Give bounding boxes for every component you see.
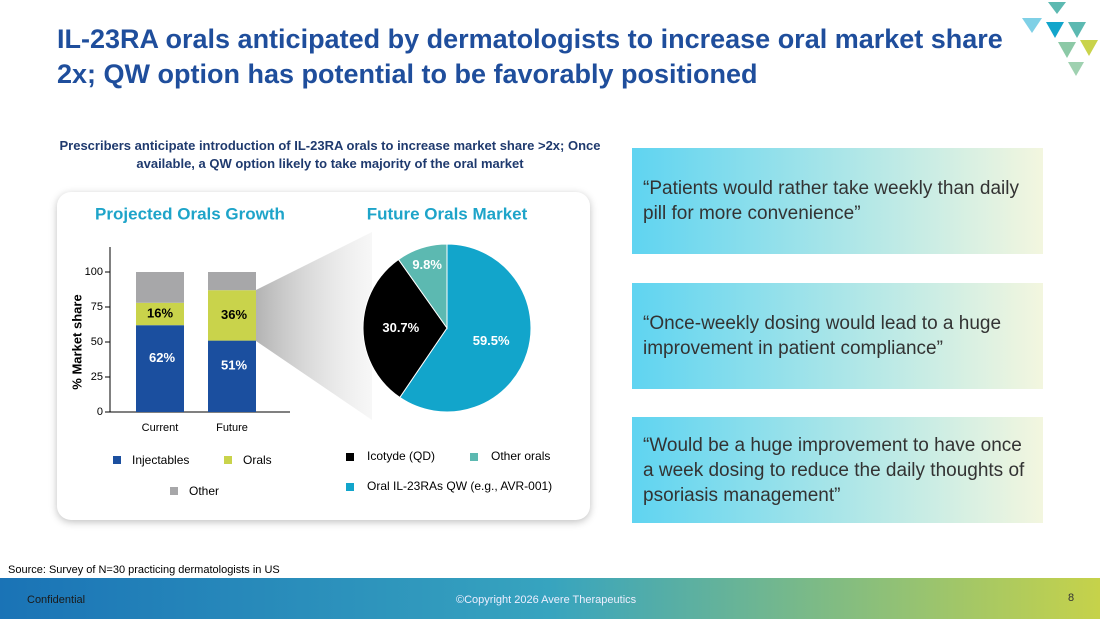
legend-label: Other orals <box>491 449 550 463</box>
bar-segment <box>208 272 256 291</box>
data-label: 30.7% <box>382 320 419 335</box>
bar-segment <box>136 272 184 303</box>
x-tick-label: Future <box>216 422 248 434</box>
data-label: 36% <box>221 307 247 322</box>
x-tick-label: Current <box>142 422 179 434</box>
y-axis-label: % Market share <box>69 294 84 389</box>
data-label: 51% <box>221 358 247 373</box>
y-tick-label: 25 <box>91 371 103 383</box>
quote: “Would be a huge improvement to have onc… <box>632 417 1043 523</box>
logo <box>1022 2 1098 76</box>
footer-left: Confidential <box>27 594 86 606</box>
bar-segment <box>136 325 184 412</box>
y-tick-label: 100 <box>85 266 103 278</box>
y-tick-label: 0 <box>97 406 103 418</box>
legend-label: Icotyde (QD) <box>367 449 435 463</box>
y-tick-label: 50 <box>91 336 103 348</box>
legend-label: Orals <box>243 453 272 467</box>
page-number: 8 <box>1068 592 1075 604</box>
source-note: Source: Survey of N=30 practicing dermat… <box>8 564 280 576</box>
chart-title: Projected Orals Growth <box>95 204 285 223</box>
callout-funnel <box>256 232 372 420</box>
quote: “Once-weekly dosing would lead to a huge… <box>632 283 1043 389</box>
bar-segment <box>208 290 256 341</box>
slide-title: IL-23RA orals anticipated by dermatologi… <box>57 24 1003 89</box>
data-label: 9.8% <box>412 257 442 272</box>
legend-label: Oral IL-23RAs QW (e.g., AVR-001) <box>367 479 552 493</box>
legend-swatch <box>224 456 232 464</box>
legend-swatch <box>113 456 121 464</box>
footer-center: ©Copyright 2026 Avere Therapeutics <box>456 594 637 606</box>
quote: “Patients would rather take weekly than … <box>632 148 1043 254</box>
subtitle: Prescribers anticipate introduction of I… <box>59 138 601 171</box>
pie-slice <box>397 243 448 330</box>
legend-swatch <box>170 487 178 495</box>
pie-slice <box>362 258 448 399</box>
legend-label: Injectables <box>132 453 189 467</box>
footer: Confidential ©Copyright 2026 Avere Thera… <box>0 578 1100 619</box>
data-label: 59.5% <box>473 333 510 348</box>
data-label: 62% <box>149 350 175 365</box>
bar-segment <box>136 302 184 326</box>
legend-swatch <box>470 453 478 461</box>
legend-label: Other <box>189 484 219 498</box>
pie-slice <box>399 243 532 413</box>
legend-swatch <box>346 453 354 461</box>
data-label: 16% <box>147 305 173 320</box>
y-tick-label: 75 <box>91 301 103 313</box>
charts: Projected Orals Growth % Market share 0 25 5… <box>69 204 552 498</box>
chart-title: Future Orals Market <box>367 204 528 223</box>
legend-swatch <box>346 483 354 491</box>
bar-segment <box>208 340 256 412</box>
